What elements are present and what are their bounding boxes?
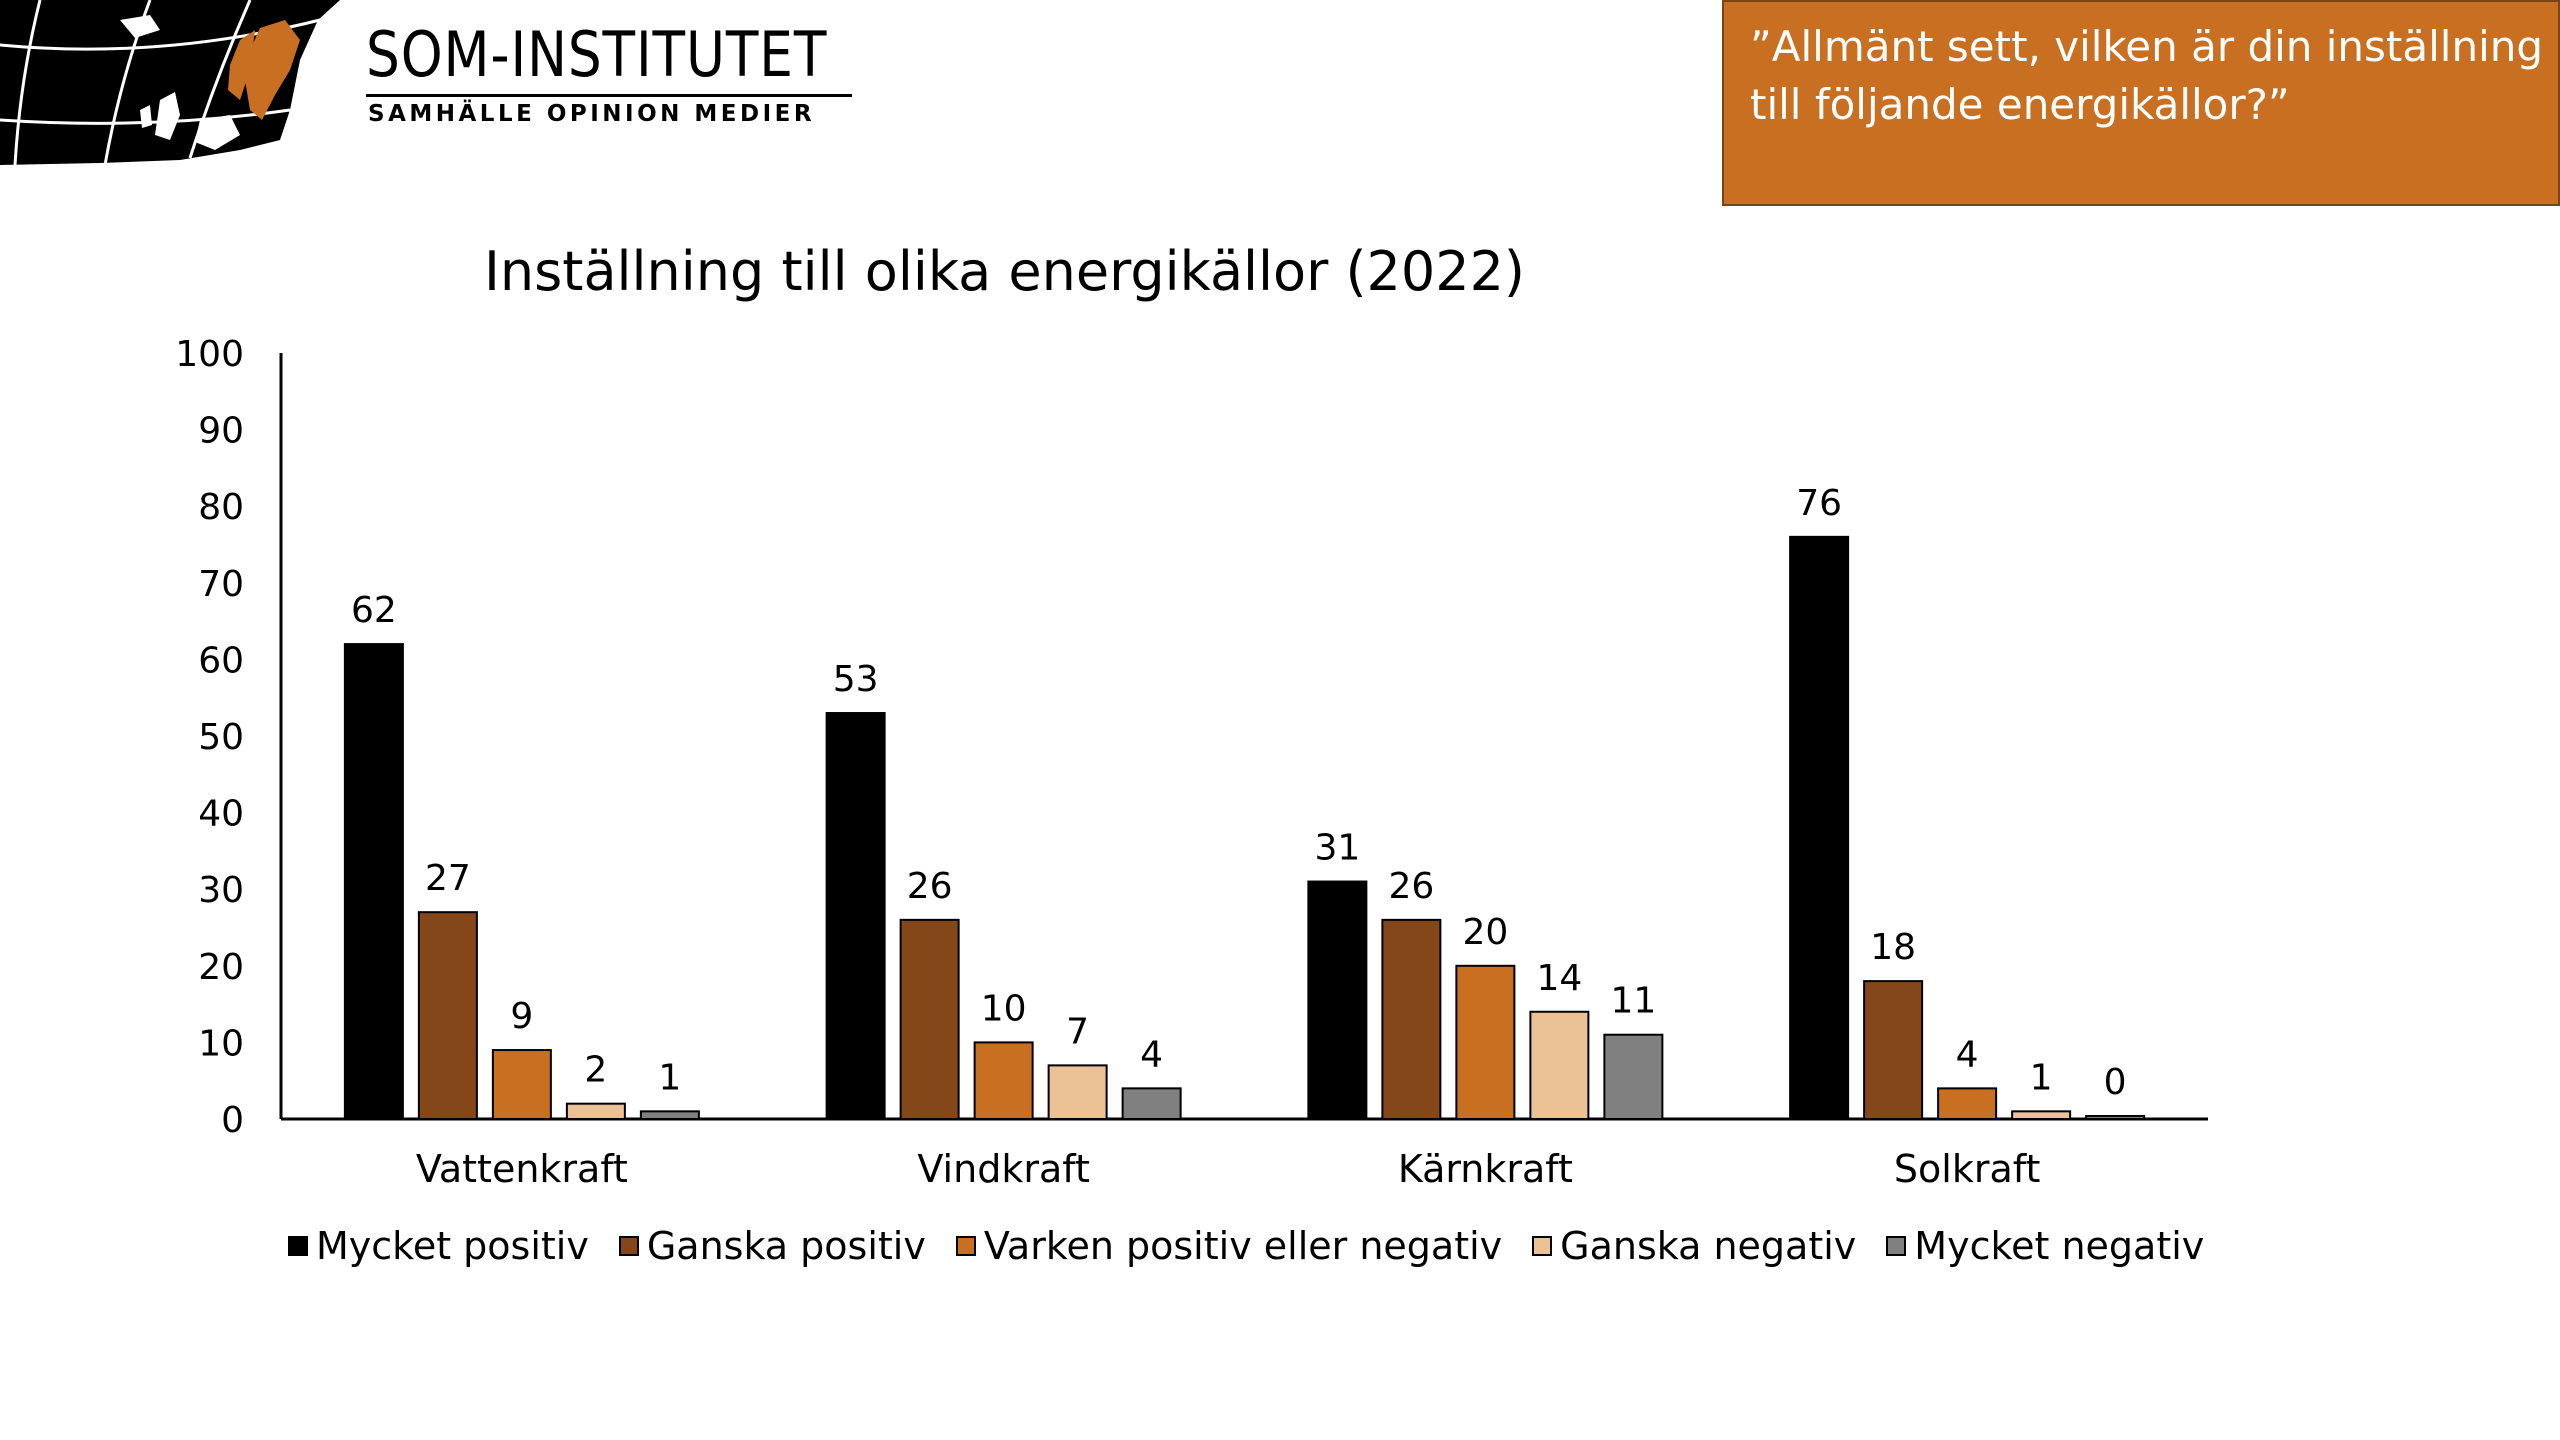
question-box: ”Allmänt sett, vilken är din inställning… <box>1722 0 2560 206</box>
bar <box>825 712 886 1121</box>
data-label: 76 <box>1796 483 1842 524</box>
chart-title: Inställning till olika energikällor (202… <box>484 240 1526 303</box>
y-tick-label: 50 <box>198 717 244 758</box>
y-tick-label: 70 <box>198 564 244 605</box>
data-label: 27 <box>425 858 471 899</box>
bar <box>1381 918 1442 1121</box>
data-label: 0 <box>2104 1062 2127 1103</box>
legend-swatch <box>618 1236 639 1256</box>
bar <box>899 918 960 1121</box>
data-label: 4 <box>1140 1034 1163 1075</box>
question-text: ”Allmänt sett, vilken är din inställning… <box>1750 22 2544 129</box>
bar <box>1307 880 1368 1120</box>
data-label: 62 <box>351 590 397 631</box>
bar <box>1789 535 1850 1120</box>
data-label: 26 <box>907 866 953 907</box>
bar <box>2085 1115 2146 1120</box>
data-label: 26 <box>1388 866 1434 907</box>
bar <box>343 643 404 1121</box>
bar <box>973 1041 1034 1121</box>
bar <box>1603 1033 1664 1120</box>
legend-label: Varken positiv eller negativ <box>983 1224 1503 1268</box>
logo-divider <box>366 94 852 97</box>
bar <box>1121 1087 1182 1120</box>
data-label: 11 <box>1610 981 1656 1022</box>
y-tick-label: 60 <box>198 640 244 681</box>
legend-item: Varken positiv eller negativ <box>955 1224 1503 1268</box>
data-label: 1 <box>2030 1057 2053 1098</box>
x-category-label: Vattenkraft <box>416 1147 628 1191</box>
chart-legend: Mycket positiv Ganska positiv Varken posit… <box>288 1224 2234 1268</box>
legend-label: Ganska negativ <box>1560 1224 1857 1268</box>
y-tick-label: 0 <box>221 1100 244 1141</box>
legend-swatch <box>1886 1236 1907 1256</box>
data-label: 7 <box>1066 1011 1089 1052</box>
x-category-label: Vindkraft <box>917 1147 1089 1191</box>
data-label: 53 <box>833 659 879 700</box>
legend-item: Mycket positiv <box>288 1224 589 1268</box>
data-label: 20 <box>1462 912 1508 953</box>
x-category-label: Kärnkraft <box>1398 1147 1573 1191</box>
bar <box>1455 964 1516 1120</box>
bar <box>1937 1087 1998 1120</box>
data-label: 1 <box>658 1057 681 1098</box>
legend-label: Ganska positiv <box>646 1224 926 1268</box>
bar <box>1529 1010 1590 1121</box>
y-tick-label: 30 <box>198 870 244 911</box>
data-label: 14 <box>1536 958 1582 999</box>
legend-swatch <box>1532 1236 1553 1256</box>
legend-label: Mycket positiv <box>316 1224 589 1268</box>
bar <box>417 911 478 1120</box>
data-label: 2 <box>584 1050 607 1091</box>
y-tick-label: 90 <box>198 411 244 452</box>
y-tick-label: 10 <box>198 1023 244 1064</box>
y-tick-label: 40 <box>198 794 244 835</box>
legend-item: Ganska positiv <box>618 1224 926 1268</box>
data-label: 31 <box>1314 828 1360 869</box>
bar <box>1047 1064 1108 1121</box>
europe-map-icon <box>0 0 340 165</box>
legend-item: Mycket negativ <box>1886 1224 2204 1268</box>
legend-item: Ganska negativ <box>1532 1224 1856 1268</box>
y-tick-label: 80 <box>198 487 244 528</box>
y-tick-label: 20 <box>198 947 244 988</box>
data-label: 18 <box>1870 927 1916 968</box>
bar <box>491 1049 552 1121</box>
bar <box>639 1110 700 1120</box>
data-label: 10 <box>981 988 1027 1029</box>
logo-tagline: SAMHÄLLE OPINION MEDIER <box>368 101 816 127</box>
y-tick-label: 100 <box>175 334 244 375</box>
bar <box>2011 1110 2072 1120</box>
data-label: 4 <box>1956 1034 1979 1075</box>
bar <box>565 1102 626 1121</box>
x-category-label: Solkraft <box>1894 1147 2040 1191</box>
bar <box>1863 980 1924 1120</box>
logo-title: SOM-INSTITUTET <box>366 18 828 91</box>
legend-label: Mycket negativ <box>1914 1224 2205 1268</box>
data-label: 9 <box>510 996 533 1037</box>
legend-swatch <box>955 1236 976 1256</box>
legend-swatch <box>288 1236 308 1256</box>
